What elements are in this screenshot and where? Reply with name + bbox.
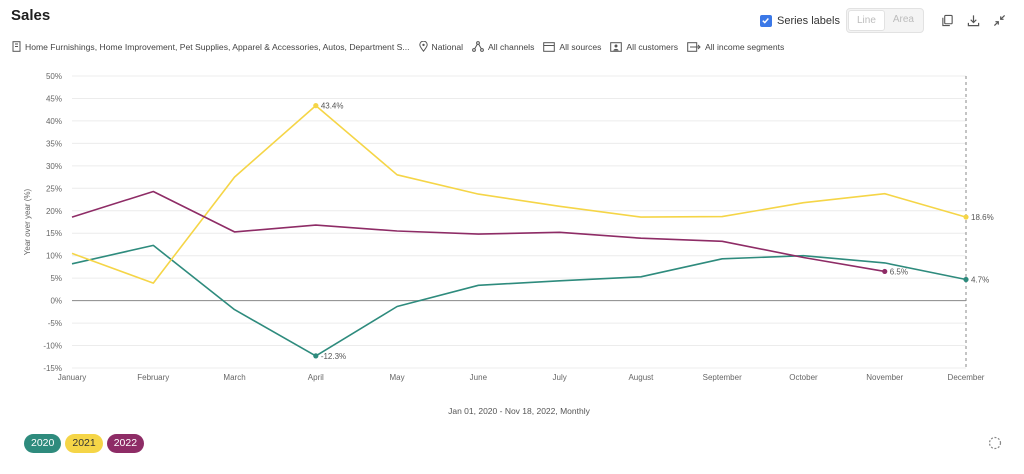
legend-2021[interactable]: 2021 xyxy=(65,434,103,453)
data-label-2022: 6.5% xyxy=(890,267,908,276)
y-tick-label: 45% xyxy=(46,94,62,103)
area-view-button[interactable]: Area xyxy=(892,14,914,25)
filter-channels-text: All channels xyxy=(488,41,535,52)
series-labels-label: Series labels xyxy=(776,14,840,27)
page-title: Sales xyxy=(11,7,51,24)
series-labels-checkbox[interactable] xyxy=(759,14,772,27)
view-toggle: Line Area xyxy=(845,8,924,33)
y-tick-label: 0% xyxy=(50,297,62,306)
x-axis-ticks: January February March April May June July Augu… xyxy=(58,373,985,382)
data-label-2020: -12.3% xyxy=(321,352,346,361)
line-chart: 50% 45% 40% 35% 30% 25% 20% 15% 10% 5% 0% -5% -10% -1… xyxy=(23,72,994,416)
x-tick-label: August xyxy=(628,373,654,382)
series-line-2021 xyxy=(71,104,967,284)
data-point-2021 xyxy=(963,214,969,220)
y-tick-label: 30% xyxy=(46,162,62,171)
x-tick-label: October xyxy=(789,373,818,382)
filter-customers[interactable]: All customers xyxy=(610,42,678,52)
y-tick-label: 5% xyxy=(50,274,62,283)
x-tick-label: March xyxy=(223,373,245,382)
y-tick-label: 40% xyxy=(46,117,62,126)
date-range-caption: Jan 01, 2020 - Nov 18, 2022, Monthly xyxy=(448,406,591,416)
x-tick-label: December xyxy=(948,373,985,382)
sources-icon xyxy=(543,41,556,52)
grid-lines xyxy=(72,75,966,369)
filter-categories[interactable]: Home Furnishings, Home Improvement, Pet … xyxy=(12,41,410,52)
y-tick-label: -15% xyxy=(43,364,62,373)
checkmark-icon xyxy=(762,18,770,24)
data-point-2022 xyxy=(882,268,888,275)
chart-legend: 2020 2021 2022 xyxy=(24,434,148,453)
filter-sources[interactable]: All sources xyxy=(543,42,601,52)
filter-customers-text: All customers xyxy=(626,41,678,52)
data-point-2020 xyxy=(313,353,319,359)
x-tick-label: May xyxy=(390,373,405,382)
location-pin-icon xyxy=(418,41,428,52)
x-tick-label: July xyxy=(553,373,567,382)
filter-categories-text: Home Furnishings, Home Improvement, Pet … xyxy=(25,41,410,52)
building-icon xyxy=(12,41,21,52)
x-tick-label: April xyxy=(308,373,324,382)
filter-income[interactable]: All income segments xyxy=(687,42,784,52)
y-axis-ticks: 50% 45% 40% 35% 30% 25% 20% 15% 10% 5% 0% -5% -10% -1… xyxy=(43,72,62,373)
filter-bar: Home Furnishings, Home Improvement, Pet … xyxy=(12,41,793,52)
y-tick-label: -5% xyxy=(48,319,62,328)
income-icon xyxy=(687,41,701,52)
legend-2022[interactable]: 2022 xyxy=(106,434,145,453)
data-label-2021: 43.4% xyxy=(321,102,344,111)
y-tick-label: -10% xyxy=(43,342,62,351)
data-label-2021: 18.6% xyxy=(971,213,994,222)
collapse-icon[interactable] xyxy=(988,10,1010,32)
y-tick-label: 35% xyxy=(46,139,62,148)
filter-location[interactable]: National xyxy=(418,41,464,52)
data-label-2020: 4.7% xyxy=(971,276,989,285)
customers-icon xyxy=(610,41,623,52)
x-tick-label: January xyxy=(58,373,86,382)
chart-toolbar: Series labels Line Area xyxy=(759,8,1010,33)
line-view-button[interactable]: Line xyxy=(847,10,885,31)
y-tick-label: 10% xyxy=(46,252,62,261)
legend-2020[interactable]: 2020 xyxy=(24,434,62,453)
copy-icon[interactable] xyxy=(936,10,958,32)
y-tick-label: 15% xyxy=(46,229,62,238)
y-tick-label: 25% xyxy=(46,184,62,193)
y-tick-label: 50% xyxy=(46,72,62,81)
filter-income-text: All income segments xyxy=(705,41,785,52)
x-tick-label: February xyxy=(137,373,169,382)
y-axis-label: Year over year (%) xyxy=(23,188,32,255)
data-point-2020 xyxy=(963,276,969,283)
series-layer: -12.3% 4.7% 43.4% 18.6% 6.5% xyxy=(71,102,994,361)
series-line-2020 xyxy=(71,244,967,357)
filter-channels[interactable]: All channels xyxy=(472,41,534,52)
x-tick-label: September xyxy=(703,373,742,382)
filter-location-text: National xyxy=(431,41,464,52)
y-tick-label: 20% xyxy=(46,207,62,216)
download-icon[interactable] xyxy=(962,10,984,32)
data-point-2021 xyxy=(313,103,319,109)
x-tick-label: June xyxy=(470,373,488,382)
channels-icon xyxy=(472,41,484,52)
loading-spinner-icon xyxy=(988,436,1002,455)
x-tick-label: November xyxy=(866,373,903,382)
series-line-2022 xyxy=(71,190,885,273)
filter-sources-text: All sources xyxy=(559,41,602,52)
